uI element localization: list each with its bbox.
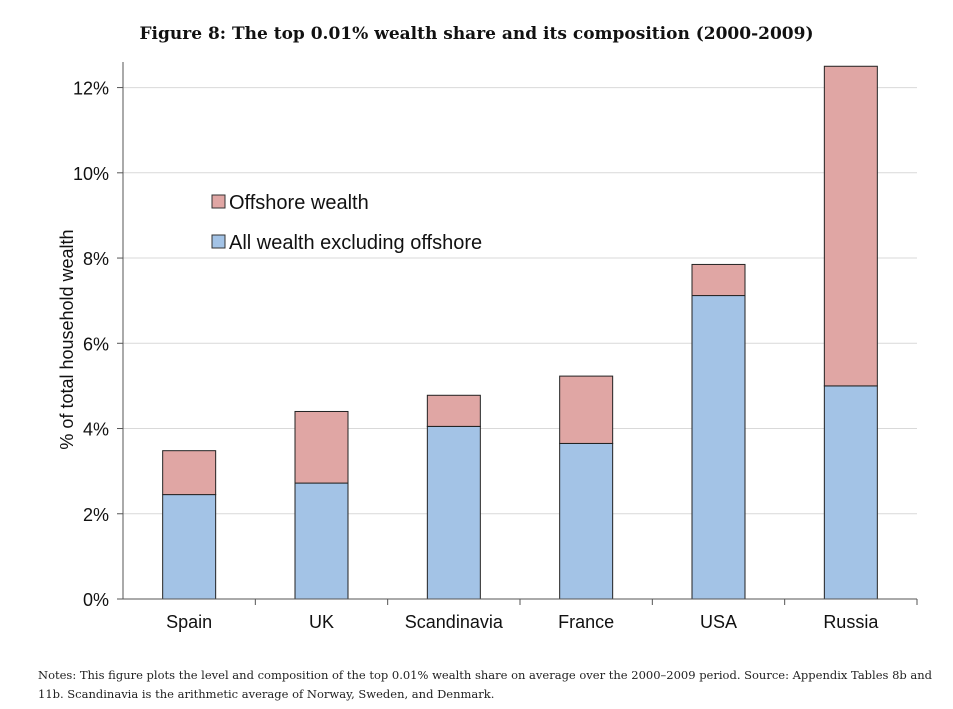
stacked-bar-chart: 0% 2% 4% 6% 8% 10% 12% % of total household wea… [57,62,918,632]
chart-title: Figure 8: The top 0.01% wealth share and… [139,24,814,44]
bar-offshore-scandinavia [426,394,481,427]
legend: Offshore wealth All wealth excluding offs… [211,192,482,254]
figure-notes: Notes: This figure plots the level and c… [38,668,933,701]
bar-excluding-offshore-france [559,442,614,600]
x-tick-label: Russia [823,612,879,632]
bar-excluding-offshore-usa [691,295,746,600]
legend-swatch [211,194,226,209]
y-tick-label: 0% [83,590,109,610]
x-tick-label: France [558,612,614,632]
legend-label: Offshore wealth [229,192,369,214]
legend-swatch [211,234,226,249]
bar-excluding-offshore-spain [162,494,217,600]
y-tick-label: 2% [83,505,109,525]
bar-offshore-usa [691,263,746,297]
axis-labels: 0% 2% 4% 6% 8% 10% 12% % of total household wea… [57,79,879,632]
bar-offshore-russia [823,65,878,387]
bar-offshore-uk [294,410,349,484]
axes [117,62,918,605]
bars [162,65,878,600]
gridlines [123,87,917,515]
x-tick-label: USA [700,612,737,632]
y-tick-label: 4% [83,420,109,440]
legend-label: All wealth excluding offshore [229,232,482,254]
y-tick-label: 10% [73,164,109,184]
x-tick-label: Spain [166,612,212,632]
bar-excluding-offshore-russia [823,385,878,600]
x-tick-label: Scandinavia [405,612,504,632]
y-tick-label: 6% [83,334,109,354]
x-tick-label: UK [309,612,334,632]
bar-offshore-spain [162,450,217,496]
y-axis-label: % of total household wealth [57,229,77,449]
bar-excluding-offshore-uk [294,482,349,600]
bar-excluding-offshore-scandinavia [426,425,481,600]
bar-offshore-france [559,375,614,444]
y-tick-label: 8% [83,249,109,269]
y-tick-label: 12% [73,79,109,99]
